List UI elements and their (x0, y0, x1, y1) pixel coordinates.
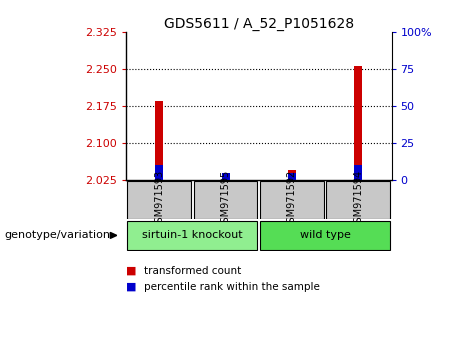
Bar (221, 177, 230, 180)
Text: percentile rank within the sample: percentile rank within the sample (144, 282, 320, 292)
Text: sirtuin-1 knockout: sirtuin-1 knockout (142, 230, 243, 240)
Title: GDS5611 / A_52_P1051628: GDS5611 / A_52_P1051628 (164, 17, 354, 31)
Text: GSM971594: GSM971594 (353, 170, 363, 229)
Bar (155, 101, 163, 180)
Bar (354, 67, 362, 180)
Text: transformed count: transformed count (144, 266, 241, 276)
FancyBboxPatch shape (260, 181, 324, 219)
Polygon shape (110, 233, 117, 238)
FancyBboxPatch shape (326, 181, 390, 219)
FancyBboxPatch shape (260, 221, 390, 250)
Bar (354, 165, 362, 180)
Bar (288, 170, 296, 180)
Text: GSM971595: GSM971595 (220, 170, 230, 229)
FancyBboxPatch shape (127, 221, 257, 250)
Text: wild type: wild type (300, 230, 351, 240)
Text: GSM971592: GSM971592 (287, 170, 297, 229)
Bar (221, 173, 230, 180)
FancyBboxPatch shape (127, 181, 191, 219)
Bar (155, 165, 163, 180)
Text: genotype/variation: genotype/variation (4, 230, 111, 240)
Text: ■: ■ (126, 266, 136, 276)
Bar (288, 173, 296, 180)
Text: GSM971593: GSM971593 (154, 170, 164, 229)
Text: ■: ■ (126, 282, 136, 292)
FancyBboxPatch shape (194, 181, 257, 219)
